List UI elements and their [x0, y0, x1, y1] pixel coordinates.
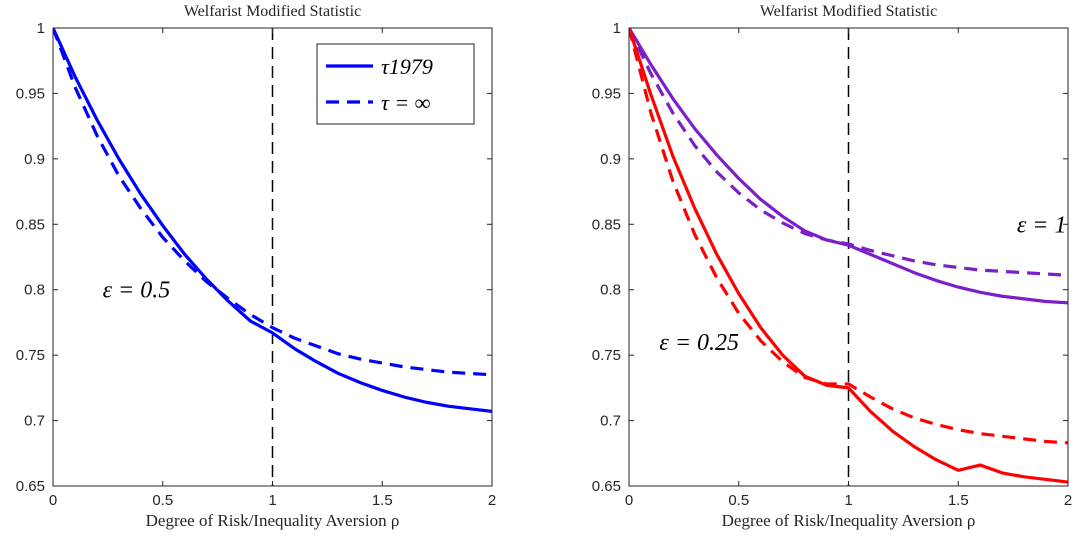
y-tick-label: 0.8 — [24, 282, 45, 299]
series-group — [53, 28, 492, 486]
y-tick-label: 0.7 — [600, 413, 621, 430]
y-tick-label: 0.8 — [600, 282, 621, 299]
y-tick-label: 0.9 — [600, 151, 621, 168]
x-tick-label: 0 — [625, 492, 633, 509]
y-tick-label: 0.75 — [16, 347, 45, 364]
x-tick-label: 1 — [844, 492, 852, 509]
y-tick-label: 0.75 — [592, 347, 621, 364]
chart-title: Welfarist Modified Statistic — [184, 3, 361, 20]
x-tick-label: 0 — [49, 492, 57, 509]
y-tick-label: 0.7 — [24, 413, 45, 430]
y-tick-label: 1 — [613, 20, 621, 37]
annotation-label: ε = 1 — [1017, 212, 1067, 238]
chart-title: Welfarist Modified Statistic — [760, 3, 937, 20]
series-group — [629, 28, 1068, 486]
x-tick-label: 2 — [1064, 492, 1072, 509]
series-line-1 — [53, 28, 492, 413]
x-tick-label: 1 — [268, 492, 276, 509]
x-tick-label: 2 — [488, 492, 496, 509]
series-line-2 — [629, 28, 1068, 277]
x-axis-label: Degree of Risk/Inequality Aversion ρ — [722, 511, 976, 530]
y-tick-label: 0.9 — [24, 151, 45, 168]
series-line-4 — [629, 28, 1068, 445]
x-axis-label: Degree of Risk/Inequality Aversion ρ — [146, 511, 400, 530]
y-tick-label: 0.85 — [592, 216, 621, 233]
x-tick-label: 1.5 — [948, 492, 969, 509]
chart-panel-2: 0 0.5 1 1.5 2 0.65 0.7 0.75 0.8 0.85 0.9 0.95 1 Welfa… — [592, 3, 1072, 530]
legend: τ1979 τ = ∞ — [316, 43, 475, 125]
legend-box — [316, 43, 475, 125]
y-tick-label: 0.65 — [592, 478, 621, 495]
annotation-label: ε = 0.25 — [659, 330, 739, 356]
y-tick-label: 0.65 — [16, 478, 45, 495]
x-tick-label: 0.5 — [152, 492, 173, 509]
x-tick-label: 1.5 — [372, 492, 393, 509]
y-tick-label: 0.85 — [16, 216, 45, 233]
y-tick-label: 0.95 — [592, 85, 621, 102]
series-line-3 — [629, 28, 1068, 484]
y-tick-label: 0.95 — [16, 85, 45, 102]
annotation-label: ε = 0.5 — [103, 278, 171, 304]
y-tick-label: 1 — [37, 20, 45, 37]
legend-label: τ = ∞ — [381, 90, 431, 115]
chart-panel-1: 0 0.5 1 1.5 2 0.65 0.7 0.75 0.8 0.85 0.9 0.95 1 Welfa… — [16, 3, 496, 530]
legend-label: τ1979 — [381, 54, 433, 79]
x-tick-label: 0.5 — [728, 492, 749, 509]
series-line-2 — [53, 28, 492, 377]
